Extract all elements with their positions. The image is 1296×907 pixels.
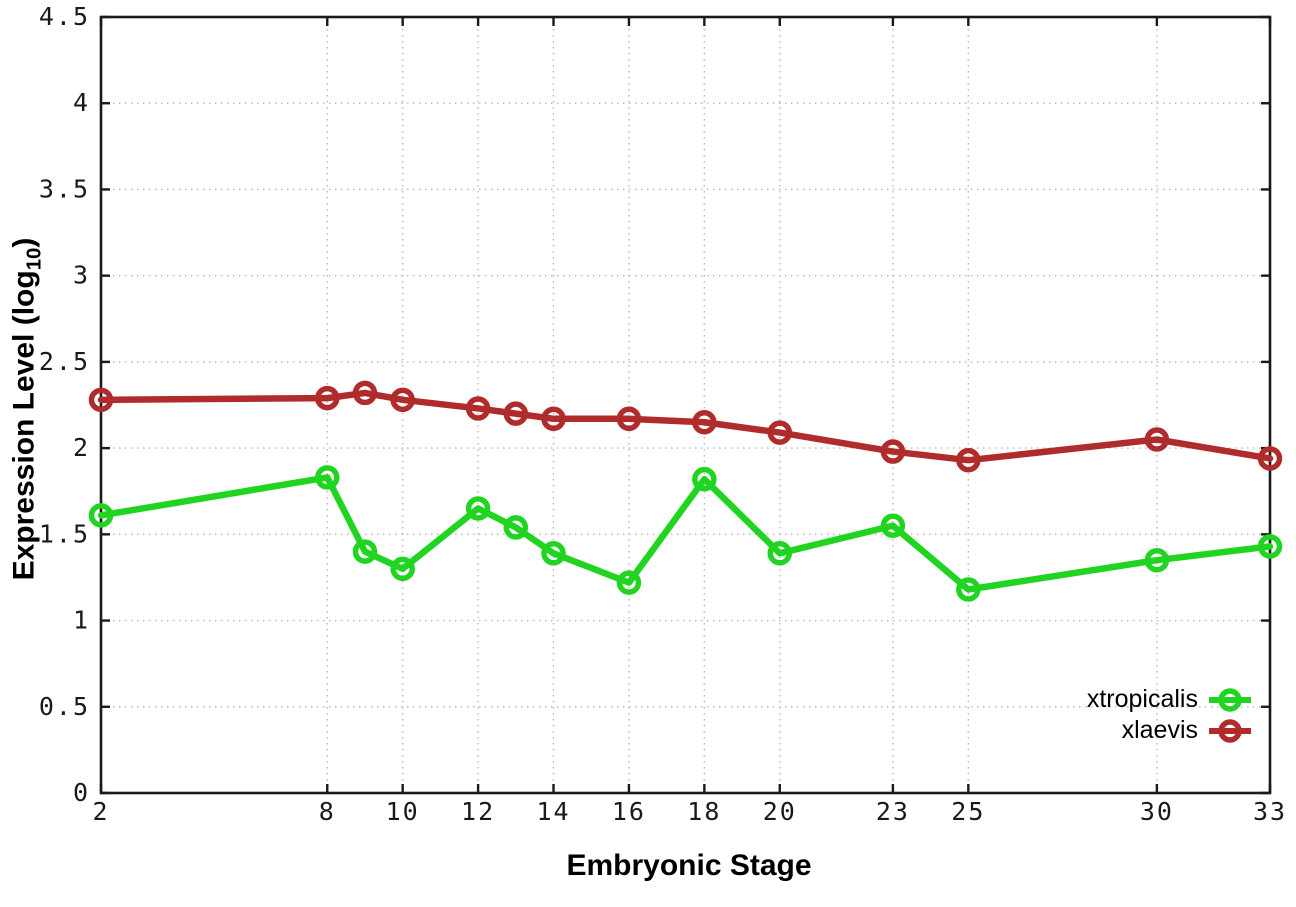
y-axis-title: Expression Level (log10)	[8, 238, 47, 581]
axis-tick-labels: 2 8 10 12 14 16 18 20 23 25 30 33 0 0.5 1 1.5 2 2.5 3 3.5 4 4…	[39, 2, 1287, 826]
svg-text:12: 12	[461, 797, 495, 826]
svg-text:4: 4	[73, 88, 90, 117]
x-axis-title: Embryonic Stage	[566, 849, 812, 882]
legend-item-xtropicalis: xtropicalis	[1087, 684, 1253, 715]
svg-text:16: 16	[612, 797, 646, 826]
y-axis-title-text: Expression Level (log	[7, 270, 41, 581]
svg-text:0: 0	[73, 778, 90, 807]
line-point-marker-icon	[1209, 687, 1251, 712]
plot-frame	[99, 15, 1272, 795]
svg-text:2: 2	[73, 433, 90, 462]
legend-label: xlaevis	[1121, 716, 1198, 744]
svg-text:10: 10	[386, 797, 420, 826]
svg-text:1.5: 1.5	[39, 519, 90, 548]
series-xtropicalis	[88, 465, 1283, 602]
svg-text:0.5: 0.5	[39, 692, 90, 721]
legend: xtropicalis xlaevis	[1087, 684, 1253, 746]
svg-text:14: 14	[536, 797, 570, 826]
svg-text:2: 2	[92, 797, 109, 826]
svg-text:33: 33	[1253, 797, 1287, 826]
svg-text:3.5: 3.5	[39, 174, 90, 203]
svg-text:8: 8	[319, 797, 336, 826]
legend-item-xlaevis: xlaevis	[1087, 715, 1253, 746]
gridlines	[100, 16, 1271, 794]
axis-ticks	[99, 15, 1272, 795]
svg-text:30: 30	[1140, 797, 1174, 826]
svg-text:25: 25	[951, 797, 985, 826]
y-axis-title-subscript: 10	[23, 247, 46, 271]
svg-text:18: 18	[687, 797, 721, 826]
svg-text:1: 1	[73, 606, 90, 635]
series-xlaevis	[88, 380, 1283, 473]
svg-text:2.5: 2.5	[39, 347, 90, 376]
y-axis-title-suffix: )	[7, 237, 41, 248]
svg-text:3: 3	[73, 261, 90, 290]
svg-text:23: 23	[876, 797, 910, 826]
svg-text:20: 20	[763, 797, 797, 826]
svg-text:4.5: 4.5	[39, 2, 90, 31]
legend-label: xtropicalis	[1086, 685, 1198, 713]
line-point-marker-icon	[1209, 718, 1251, 743]
